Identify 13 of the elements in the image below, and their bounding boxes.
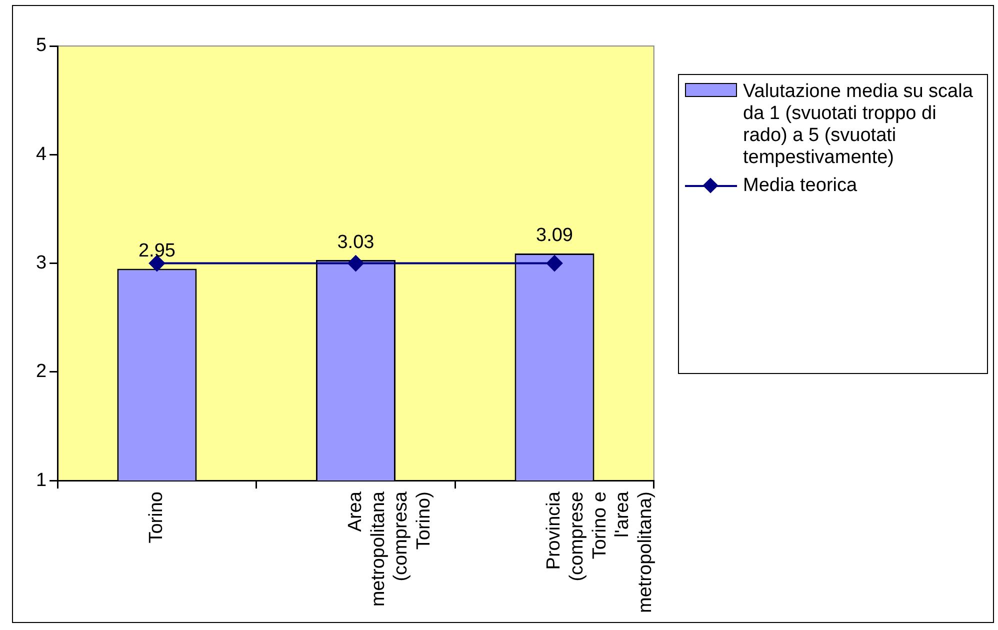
legend-label: Media teorica xyxy=(743,175,858,197)
x-tick-label: Area metropolitana (compresa Torino) xyxy=(344,491,434,607)
y-tick-label: 5 xyxy=(36,35,47,56)
x-tick-label: Provincia (comprese Torino e l'area metropolitana) xyxy=(544,491,656,614)
y-tick-label: 4 xyxy=(36,144,47,165)
y-tick-label: 1 xyxy=(36,470,47,491)
data-label: 3.03 xyxy=(337,232,374,253)
data-label: 2.95 xyxy=(138,240,176,262)
legend-label: Valutazione media su scala da 1 (svuotati troppo di rado) a 5 (svuotati tempestivamente) xyxy=(743,81,974,169)
data-label: 3.09 xyxy=(536,225,573,246)
y-tick-label: 3 xyxy=(36,252,47,274)
x-tick-label: Torino xyxy=(146,492,168,544)
y-tick-label: 2 xyxy=(36,361,47,382)
